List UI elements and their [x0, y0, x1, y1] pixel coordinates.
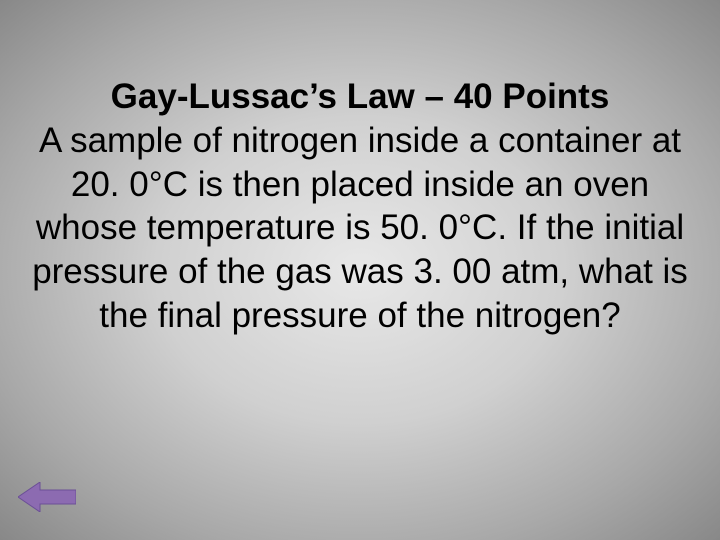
- slide-body: A sample of nitrogen inside a container …: [30, 119, 690, 338]
- arrow-shape: [18, 482, 76, 512]
- slide-content: Gay-Lussac’s Law – 40 Points A sample of…: [0, 75, 720, 338]
- slide-title: Gay-Lussac’s Law – 40 Points: [30, 75, 690, 119]
- back-button[interactable]: [18, 482, 76, 512]
- back-arrow-icon: [18, 482, 76, 512]
